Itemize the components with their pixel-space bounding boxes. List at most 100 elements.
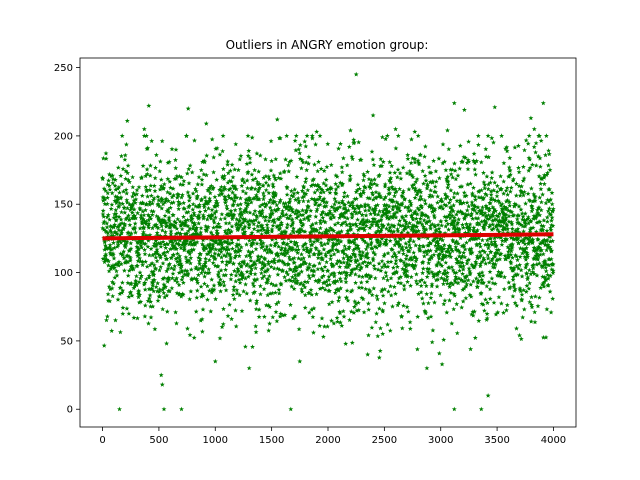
data-point xyxy=(324,279,329,284)
data-point xyxy=(335,286,341,292)
data-point xyxy=(321,168,327,173)
data-point xyxy=(266,174,272,179)
data-point xyxy=(546,262,552,268)
data-point xyxy=(179,174,185,180)
data-point xyxy=(297,358,303,364)
data-point xyxy=(407,257,412,262)
data-point xyxy=(117,190,122,195)
data-point xyxy=(177,256,183,262)
data-point xyxy=(375,238,381,243)
data-point xyxy=(267,211,273,217)
data-point xyxy=(201,243,207,249)
data-point xyxy=(452,277,458,283)
data-point xyxy=(219,242,225,248)
data-point xyxy=(120,288,126,293)
data-point xyxy=(198,294,204,299)
data-point xyxy=(371,263,377,268)
data-point xyxy=(326,277,332,283)
data-point xyxy=(234,243,240,249)
data-point xyxy=(132,221,138,226)
data-point xyxy=(488,214,494,219)
data-point xyxy=(413,188,419,193)
data-point xyxy=(466,159,472,164)
data-point xyxy=(291,278,297,284)
data-point xyxy=(471,236,477,242)
data-point xyxy=(520,314,526,320)
data-point xyxy=(166,275,172,280)
data-point xyxy=(467,248,473,253)
data-point xyxy=(532,319,538,325)
data-point xyxy=(367,195,373,201)
data-point xyxy=(375,211,381,217)
data-point xyxy=(404,273,410,278)
data-point xyxy=(152,251,158,257)
data-point xyxy=(270,314,276,320)
data-point xyxy=(122,157,128,162)
data-point xyxy=(154,258,160,264)
data-point xyxy=(487,180,493,185)
data-point xyxy=(370,206,376,212)
data-point xyxy=(363,239,368,245)
data-point xyxy=(530,237,536,243)
data-point xyxy=(520,178,526,183)
data-point xyxy=(102,196,108,202)
data-point xyxy=(295,247,301,252)
data-point xyxy=(471,185,476,190)
data-point xyxy=(229,178,234,184)
data-point xyxy=(458,277,464,282)
data-point xyxy=(464,207,470,213)
data-point xyxy=(476,188,482,194)
data-point xyxy=(518,336,524,342)
data-point xyxy=(118,285,124,290)
data-point xyxy=(159,227,165,233)
data-point xyxy=(524,261,530,267)
data-point xyxy=(527,229,533,235)
data-point xyxy=(252,167,258,173)
data-point xyxy=(403,245,409,250)
data-point xyxy=(258,270,264,276)
data-point xyxy=(145,223,151,228)
data-point xyxy=(394,199,400,205)
data-point xyxy=(445,174,451,179)
data-point xyxy=(234,220,240,226)
data-point xyxy=(501,160,507,166)
data-point xyxy=(161,406,167,412)
data-point xyxy=(462,215,468,220)
data-point xyxy=(124,190,130,196)
data-point xyxy=(453,247,459,252)
data-point xyxy=(181,178,187,184)
data-point xyxy=(455,258,461,263)
data-point xyxy=(138,299,144,304)
data-point xyxy=(376,194,382,199)
data-point xyxy=(283,200,289,206)
data-point xyxy=(361,177,366,183)
data-point xyxy=(424,185,430,191)
data-point xyxy=(204,228,210,234)
data-point xyxy=(388,175,394,181)
data-point xyxy=(210,232,216,238)
data-point xyxy=(395,239,401,244)
data-point xyxy=(288,239,294,244)
data-point xyxy=(172,277,178,283)
data-point xyxy=(108,252,114,257)
data-point xyxy=(267,304,273,309)
data-point xyxy=(154,224,160,230)
data-point xyxy=(221,282,227,288)
data-point xyxy=(167,261,173,267)
data-point xyxy=(258,291,263,297)
data-point xyxy=(401,286,407,292)
data-point xyxy=(444,309,450,315)
data-point xyxy=(112,198,118,203)
data-point xyxy=(444,214,450,220)
data-point xyxy=(237,206,243,212)
data-point xyxy=(358,193,364,199)
data-point xyxy=(545,276,551,281)
data-point xyxy=(494,247,500,253)
data-point xyxy=(438,246,444,252)
data-point xyxy=(172,244,177,250)
data-point xyxy=(201,215,206,221)
data-point xyxy=(549,266,555,272)
data-point xyxy=(507,189,513,194)
data-point xyxy=(317,260,322,266)
data-point xyxy=(528,318,534,324)
